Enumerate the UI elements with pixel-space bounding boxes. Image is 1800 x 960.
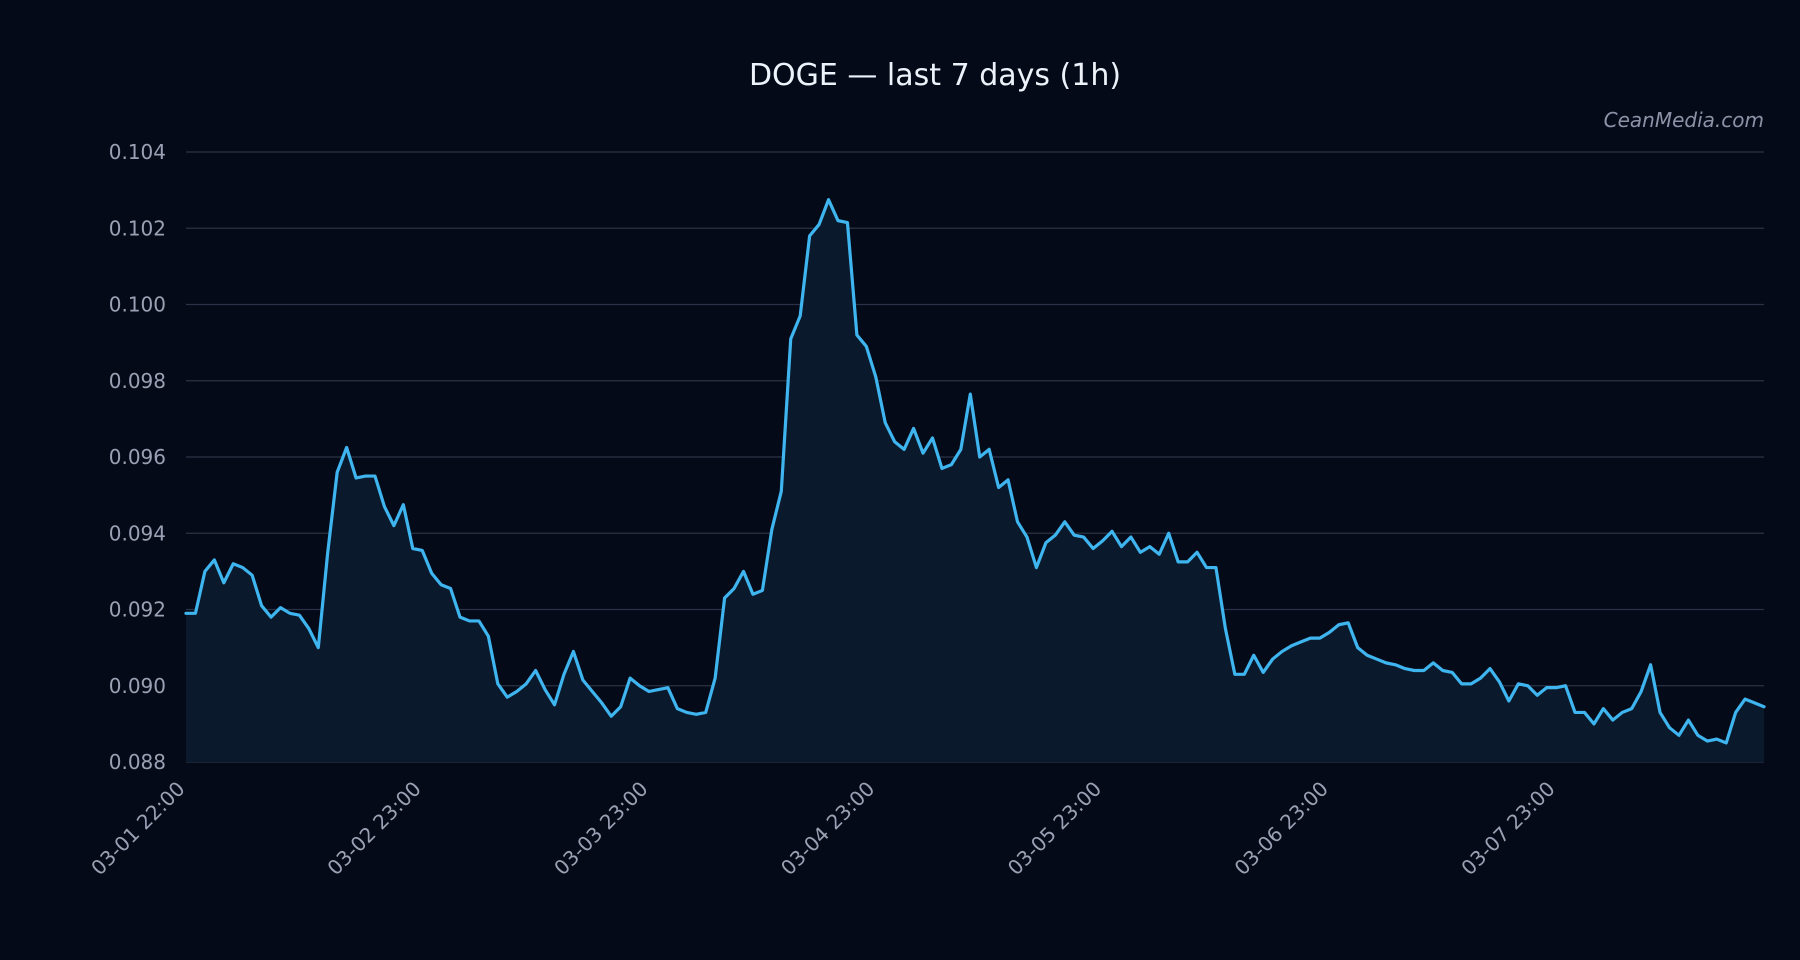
y-tick-label: 0.090 <box>109 674 166 698</box>
y-tick-label: 0.092 <box>109 598 166 622</box>
y-tick-label: 0.098 <box>109 369 166 393</box>
series-layer <box>184 198 1766 762</box>
x-tick-label: 03-02 23:00 <box>322 777 425 880</box>
x-tick-label: 03-05 23:00 <box>1003 777 1106 880</box>
x-tick-label: 03-03 23:00 <box>549 777 652 880</box>
y-tick-label: 0.102 <box>109 216 166 240</box>
price-line <box>184 198 1766 745</box>
y-tick-label: 0.104 <box>109 140 166 164</box>
x-tick-label: 03-07 23:00 <box>1456 777 1559 880</box>
y-tick-label: 0.088 <box>109 750 166 774</box>
y-tick-label: 0.096 <box>109 445 166 469</box>
chart-title: DOGE — last 7 days (1h) <box>749 58 1121 93</box>
x-tick-label: 03-01 22:00 <box>86 777 189 880</box>
y-tick-label: 0.094 <box>109 521 166 545</box>
x-tick-label: 03-04 23:00 <box>776 777 879 880</box>
x-tick-label: 03-06 23:00 <box>1230 777 1333 880</box>
y-tick-label: 0.100 <box>109 293 166 317</box>
price-area-fill <box>186 199 1764 762</box>
y-axis-ticks: 0.104 0.102 0.100 0.098 0.096 0.094 0.092 0.090… <box>109 140 166 774</box>
x-axis-ticks: 03-01 22:00 03-02 23:00 03-03 23:00 03-04 2… <box>86 777 1559 880</box>
watermark: CeanMedia.com <box>1604 108 1764 132</box>
